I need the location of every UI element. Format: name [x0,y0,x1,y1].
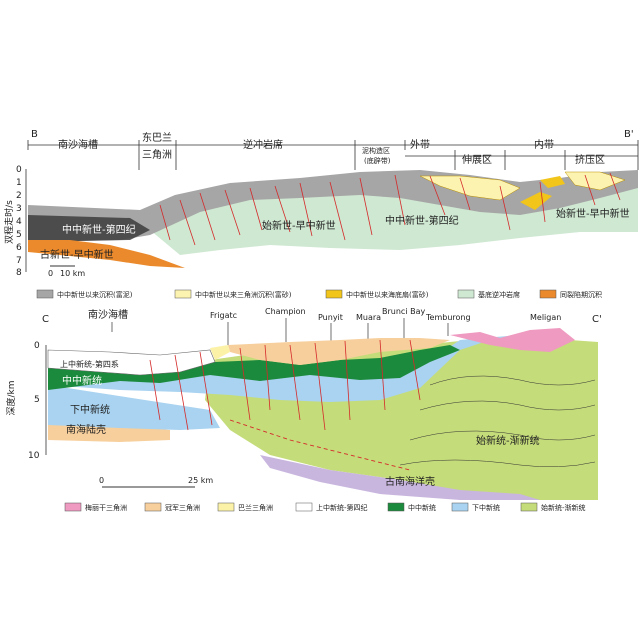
legend-swatch-meligan [64,502,82,512]
y-tick: 10 [28,451,40,461]
unit-lower-miocene-c: 下中新统 [70,403,110,416]
legend-label: 冠军三角洲 [165,503,200,512]
y-tick: 1 [16,178,22,188]
proto-scs-oceanic-crust [260,455,540,500]
unit-mid-miocene-quaternary-b1: 中中新世-第四纪 [62,223,136,236]
unit-mid-miocene-quaternary-b2: 中中新世-第四纪 [385,214,459,227]
legend-c: 梅丽干三角洲 冠军三角洲 巴兰三角洲 上中新统-第四纪 中中新统 下中新统 始新… [64,502,586,512]
legend-label: 同裂陷期沉积 [560,290,602,299]
place-brunci-bay: Brunci Bay [382,307,425,316]
legend-swatch-delta-sand [174,289,192,299]
legend-swatch-basement [457,289,475,299]
zone-delta: 三角洲 [142,149,172,161]
legend-swatch-upper-miocene [295,502,313,512]
middle-miocene-unit [48,345,460,390]
legend-swatch-syn-rift [539,289,557,299]
delta-sand-b [419,175,521,201]
legend-label: 始新统-渐新统 [541,503,586,512]
baram-delta-unit [210,345,230,360]
legend-swatch-eocene-oligocene [520,502,538,512]
unit-paleocene-early-miocene-b: 古新世-早中新世 [40,248,114,261]
place-champion: Champion [265,307,306,316]
legend-label: 巴兰三角洲 [238,503,273,512]
section-c-scale-zero: 0 [99,476,104,485]
y-tick: 8 [16,268,22,278]
delta-sand-b2 [564,171,626,191]
unit-proto-scs-oceanic-crust-c: 古南海洋壳 [385,475,435,488]
faults-b [159,172,621,246]
legend-swatch-middle-miocene [387,502,405,512]
section-c: C C' 南沙海槽 Frigatc Champion Punyit Muara … [5,307,602,500]
section-b-end-label: B' [624,129,634,140]
y-tick: 4 [16,217,22,227]
detachment-fault [229,419,411,471]
legend-label: 中中新世以来海底扇(富砂) [346,290,429,299]
legend-swatch-mud [36,289,54,299]
meligan-delta-unit [450,328,575,352]
zone-inner-belt: 内带 [534,138,554,151]
zone-diapir-belt: (底辟带) [364,156,391,165]
zone-ticks [27,140,639,170]
legend-swatch-champion [144,502,162,512]
legend-swatch-lower-miocene [451,502,469,512]
y-tick: 5 [16,230,22,240]
zone-thrust-sheets: 逆冲岩席 [243,138,283,151]
unit-eocene-early-miocene-b2: 始新世-早中新世 [556,207,630,220]
section-c-end-label: C' [592,314,602,325]
y-tick: 7 [16,256,22,266]
unit-scs-continental-crust-c: 南海陆壳 [66,423,106,436]
legend-swatch-fan [325,289,343,299]
legend-label: 上中新统-第四纪 [316,503,368,512]
place-temburong: Temburong [425,313,471,322]
legend-swatch-baram [217,502,235,512]
lower-miocene-unit [48,335,520,430]
section-c-start-label: C [42,314,49,325]
unit-middle-miocene-c: 中中新统 [62,374,102,387]
zone-compression: 挤压区 [575,153,605,166]
y-tick: 6 [16,243,22,253]
champion-delta-unit [228,338,450,365]
place-meligan: Meligan [530,313,561,322]
place-punyit: Punyit [318,313,343,322]
faults-c [149,339,421,431]
zone-outer-belt: 外带 [410,139,430,151]
section-c-scale-label: 25 km [188,476,213,485]
place-nansha-trough: 南沙海槽 [88,308,128,321]
section-b-y-ticks: 0 1 2 3 4 5 6 7 8 [16,165,22,278]
unit-eocene-oligocene-c: 始新统-渐新统 [476,434,540,447]
submarine-fan-b [520,192,552,210]
legend-label: 下中新统 [472,503,500,512]
syn-rift-sediment-b [28,240,185,268]
upper-miocene-quaternary-unit [47,349,216,376]
y-tick: 3 [16,204,22,214]
zone-nansha-trough: 南沙海槽 [58,138,98,151]
legend-label: 梅丽干三角洲 [85,503,127,512]
y-tick: 5 [34,395,40,405]
section-b-scale-zero: 0 [48,269,53,278]
section-b-start-label: B [31,129,38,140]
zone-east-baram: 东巴兰 [142,131,172,144]
submarine-fan-b2 [540,176,565,188]
place-muara: Muara [356,313,381,322]
section-b-y-axis-title: 双程走时/s [3,200,15,244]
unit-upper-miocene-quaternary-c: 上中新统-第四系 [60,359,119,369]
place-frigatc: Frigatc [210,311,237,320]
y-tick: 0 [16,165,22,175]
legend-label: 中中新统 [408,503,436,512]
nansha-trough-fill [28,215,150,242]
section-c-y-axis-title: 深度/km [5,380,17,415]
zone-mud-tectonics: 泥构造区 [362,146,390,155]
section-b-scale-label: 10 km [60,269,85,278]
y-tick: 2 [16,191,22,201]
legend-label: 中中新世以来沉积(富泥) [57,290,133,299]
section-b: B B' 南沙海槽 东巴兰 三角洲 逆冲岩席 泥构造区 (底辟带) 外带 伸展区… [3,129,639,278]
strata-lines-c [399,375,596,468]
unit-eocene-early-miocene-b1: 始新世-早中新世 [262,219,336,232]
legend-label: 基底逆冲岩席 [478,290,520,299]
y-tick: 0 [34,341,40,351]
zone-extension: 伸展区 [462,154,492,166]
legend-label: 中中新世以来三角洲沉积(富砂) [195,290,292,299]
legend-b: 中中新世以来沉积(富泥) 中中新世以来三角洲沉积(富砂) 中中新世以来海底扇(富… [36,289,602,299]
